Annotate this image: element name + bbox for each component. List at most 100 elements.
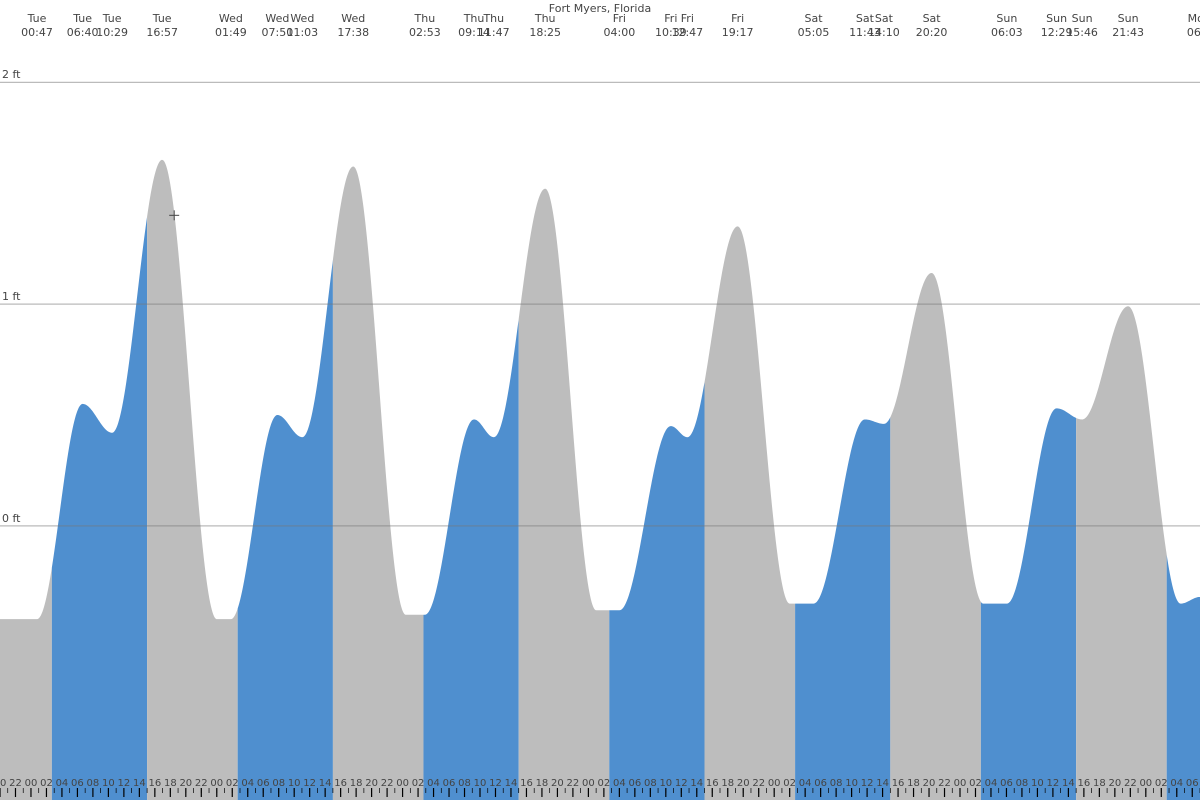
event-day-label: Tue [152,12,172,25]
event-time-label: 05:05 [798,26,830,39]
event-day-label: Sat [923,12,942,25]
x-hour-label: 08 [644,778,657,789]
x-hour-label: 14 [505,778,518,789]
tide-band [333,167,424,800]
x-hour-label: 02 [412,778,425,789]
x-hour-label: 08 [272,778,285,789]
x-hour-label: 00 [25,778,38,789]
x-hour-label: 00 [582,778,595,789]
x-hour-label: 18 [721,778,734,789]
x-hour-label: 16 [1078,778,1091,789]
x-hour-label: 02 [969,778,982,789]
x-hour-label: 16 [892,778,905,789]
x-hour-label: 10 [1031,778,1044,789]
event-day-label: Sat [804,12,823,25]
event-day-label: Sat [856,12,875,25]
event-day-label: Thu [482,12,504,25]
event-day-label: Fri [664,12,677,25]
tide-band [705,226,796,800]
x-hour-label: 08 [830,778,843,789]
x-hour-label: 18 [350,778,363,789]
x-hour-label: 08 [1016,778,1029,789]
event-day-label: Sun [1072,12,1093,25]
event-time-label: 06:03 [991,26,1023,39]
chart-title: Fort Myers, Florida [549,2,651,15]
x-hour-label: 22 [1124,778,1137,789]
x-hour-label: 00 [768,778,781,789]
tide-band [1076,306,1167,800]
event-time-label: 01:49 [215,26,247,39]
x-hour-label: 02 [598,778,611,789]
event-day-label: Tue [102,12,122,25]
x-hour-label: 18 [907,778,920,789]
event-day-label: Thu [414,12,436,25]
event-day-label: Wed [290,12,314,25]
event-time-label: 19:17 [722,26,754,39]
event-time-label: 12:47 [671,26,703,39]
y-axis-label: 0 ft [2,512,21,525]
x-hour-label: 00 [396,778,409,789]
event-time-label: 20:20 [916,26,948,39]
x-hour-label: 16 [148,778,161,789]
x-hour-label: 20 [923,778,936,789]
x-hour-label: 02 [783,778,796,789]
tide-band [0,567,52,800]
x-hour-label: 08 [458,778,471,789]
event-time-label: 15:46 [1066,26,1098,39]
event-time-label: 17:38 [337,26,369,39]
tide-band [238,260,333,800]
x-hour-label: 22 [195,778,208,789]
event-time-label: 00:47 [21,26,53,39]
x-hour-label: 16 [706,778,719,789]
x-hour-label: 12 [118,778,131,789]
event-day-label: Thu [463,12,485,25]
tide-band [423,319,518,800]
x-hour-label: 20 [365,778,378,789]
event-time-label: 10:29 [96,26,128,39]
x-hour-label: 06 [443,778,456,789]
x-hour-label: 06 [814,778,827,789]
x-hour-label: 04 [241,778,254,789]
x-hour-label: 10 [659,778,672,789]
x-hour-label: 22 [752,778,765,789]
x-hour-label: 14 [319,778,332,789]
x-hour-label: 06 [1186,778,1199,789]
event-day-label: Mon [1188,12,1200,25]
event-time-label: 02:53 [409,26,441,39]
event-day-label: Wed [341,12,365,25]
x-hour-label: 14 [1062,778,1075,789]
x-hour-label: 16 [520,778,533,789]
x-hour-label: 18 [1093,778,1106,789]
x-hour-label: 14 [133,778,146,789]
event-day-label: Sun [1118,12,1139,25]
event-time-label: 21:43 [1112,26,1144,39]
x-hour-label: 04 [1170,778,1183,789]
x-hour-label: 02 [226,778,239,789]
event-day-label: Fri [681,12,694,25]
tide-band [519,189,610,800]
x-hour-label: 12 [1047,778,1060,789]
x-hour-label: 06 [1000,778,1013,789]
event-day-label: Sat [875,12,894,25]
x-hour-label: 20 [0,778,6,789]
x-hour-label: 06 [257,778,270,789]
tide-band [795,417,890,800]
x-hour-label: 10 [288,778,301,789]
tide-band [1167,555,1200,800]
x-hour-label: 16 [334,778,347,789]
x-hour-label: 10 [102,778,115,789]
x-hour-label: 04 [799,778,812,789]
x-hour-label: 20 [179,778,192,789]
x-hour-label: 12 [675,778,688,789]
x-hour-label: 18 [164,778,177,789]
event-day-label: Wed [219,12,243,25]
x-hour-label: 10 [845,778,858,789]
event-day-label: Tue [72,12,92,25]
x-hour-label: 00 [954,778,967,789]
x-hour-label: 06 [71,778,84,789]
x-hour-label: 04 [613,778,626,789]
x-hour-label: 06 [628,778,641,789]
x-hour-label: 00 [210,778,223,789]
x-hour-label: 02 [40,778,53,789]
event-time-label: 14:10 [868,26,900,39]
